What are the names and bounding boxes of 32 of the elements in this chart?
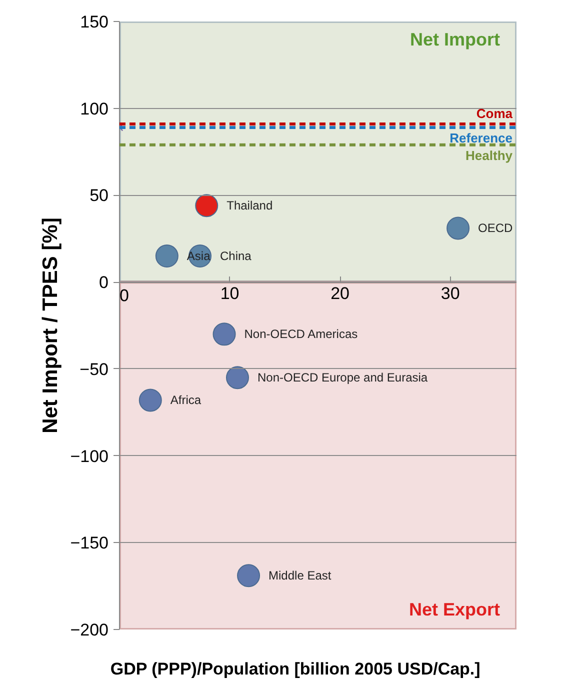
x-tick-label: 10 [220, 284, 240, 304]
series-label: OECD [478, 221, 514, 236]
y-tick-label: 50 [90, 186, 109, 206]
ref-line-label: Reference [450, 130, 513, 146]
point [195, 194, 218, 218]
y-tick-label: −100 [70, 446, 109, 466]
series-label: Non-OECD Europe and Eurasia [257, 370, 428, 385]
series-label: Africa [170, 393, 202, 408]
x-tick-label: 20 [330, 284, 350, 304]
series-label: Non-OECD Americas [244, 327, 358, 342]
band-label: Net Export [408, 600, 500, 620]
y-tick-label: 100 [80, 99, 109, 118]
x-tick-label: 30 [440, 284, 460, 304]
y-tick-label: 150 [80, 12, 109, 32]
point [237, 564, 260, 588]
y-tick-label: −50 [80, 360, 109, 379]
y-tick-label: −200 [70, 620, 109, 640]
point [446, 216, 470, 240]
point [138, 388, 162, 412]
series-label: China [220, 249, 252, 264]
series-label: Middle East [268, 568, 332, 583]
x-axis-title: GDP (PPP)/Population [billion 2005 USD/Cap.] [110, 660, 480, 678]
point [212, 322, 236, 346]
ref-line-label: Healthy [466, 148, 514, 163]
y-axis-title: Net Import / TPES [%] [39, 218, 62, 434]
point [155, 244, 178, 268]
band-label: Net Import [410, 30, 500, 50]
x-tick-label: 0 [119, 286, 129, 306]
y-tick-label: −150 [70, 534, 109, 553]
ref-line-label: Coma [476, 106, 514, 121]
point [226, 366, 249, 390]
series-label: Thailand [226, 198, 273, 213]
